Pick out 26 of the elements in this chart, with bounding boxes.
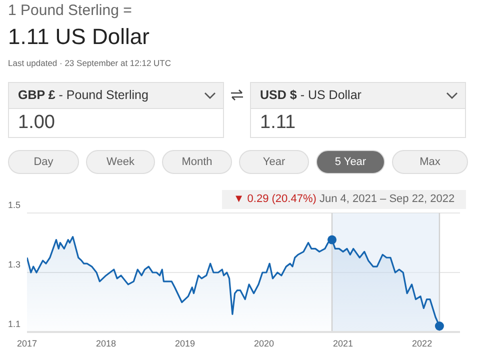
y-tick-label: 1.5 xyxy=(8,200,21,210)
x-tick-label: 2017 xyxy=(16,338,38,348)
text: GBP £ xyxy=(18,88,56,102)
text: Jun 4, 2021 – Sep 22, 2022 xyxy=(319,193,455,205)
text: Year xyxy=(239,150,309,174)
x-tick-label: 2021 xyxy=(333,338,354,348)
chart-subtitle: 1.11 US Dollar xyxy=(8,24,150,50)
x-tick-label: 2020 xyxy=(254,338,274,348)
x-tick-label: 2018 xyxy=(96,338,116,348)
text: Week xyxy=(86,150,155,174)
text: 1.11 xyxy=(259,111,297,135)
y-tick-label: 1.1 xyxy=(8,319,21,329)
y-tick-label: 1.3 xyxy=(8,260,21,270)
text: 1.00 xyxy=(17,111,56,135)
chart-title: 1 Pound Sterling = xyxy=(8,2,132,19)
text: Max xyxy=(392,150,468,174)
text: USD $ xyxy=(260,88,297,102)
text: Month xyxy=(162,150,232,174)
text: 5 Year xyxy=(316,150,385,174)
text: ▼ 0.29 (20.47%) xyxy=(233,193,316,205)
x-tick-label: 2022 xyxy=(412,338,432,348)
text: Day xyxy=(8,150,79,174)
x-tick-label: 2019 xyxy=(175,338,196,348)
text: Last updated · 23 September at 12:12 UTC xyxy=(8,58,172,68)
text: - Pound Sterling xyxy=(58,88,148,102)
text: - US Dollar xyxy=(300,88,362,102)
